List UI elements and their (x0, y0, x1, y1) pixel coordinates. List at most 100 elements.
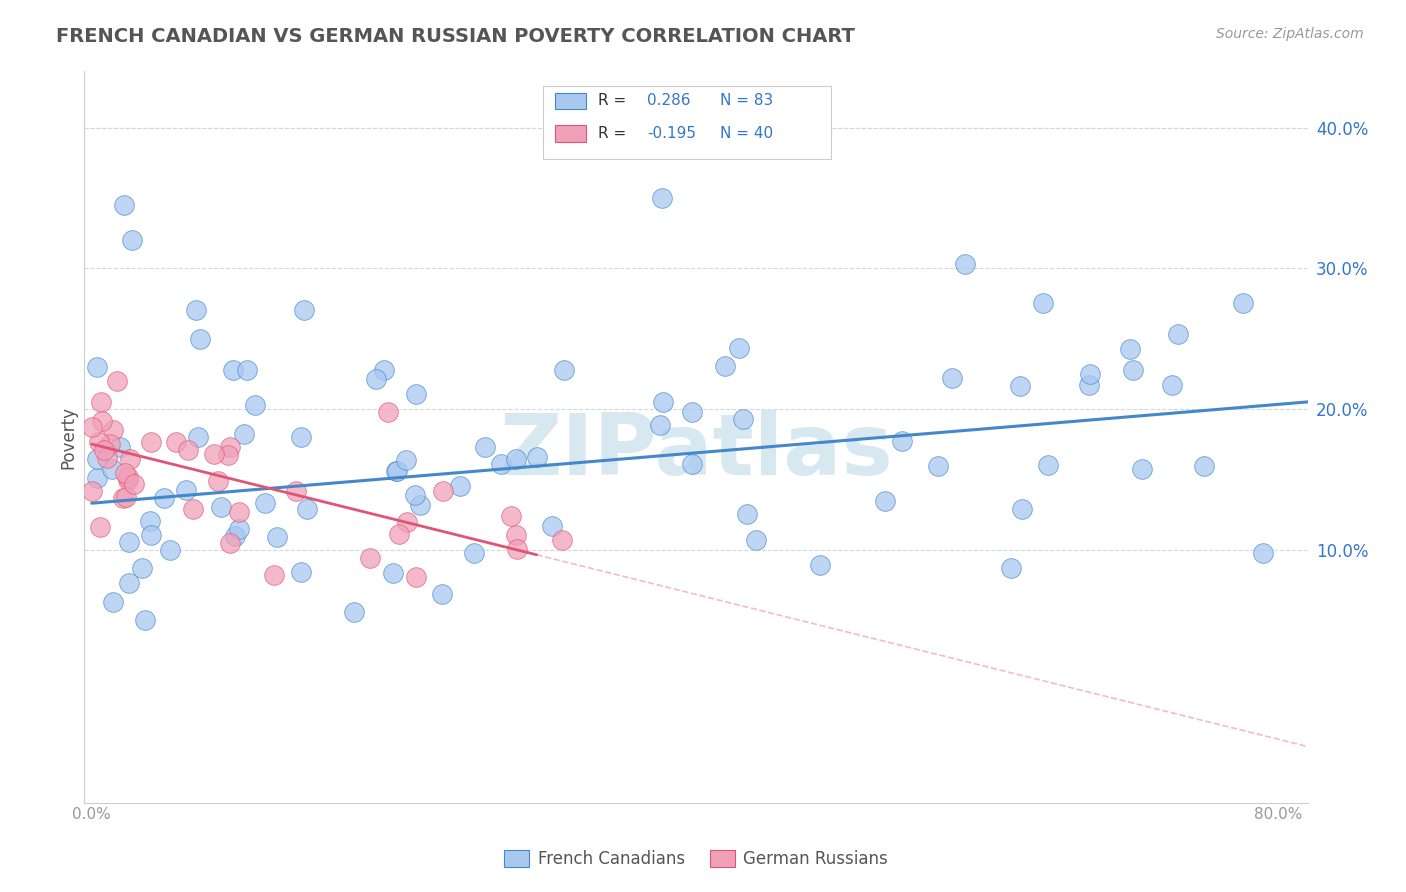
Point (381, 566, 404, 581)
Point (1192, 458, 1215, 473)
Point (254, 495, 277, 509)
Point (134, 613, 156, 627)
Point (526, 450, 548, 464)
Point (90, 414, 112, 428)
Point (384, 464, 406, 478)
Point (1010, 379, 1032, 393)
Point (93, 443, 115, 458)
Point (103, 423, 125, 437)
Text: Source: ZipAtlas.com: Source: ZipAtlas.com (1216, 27, 1364, 41)
Point (86, 360, 108, 375)
Point (295, 502, 318, 516)
Point (1167, 327, 1189, 342)
Point (432, 484, 454, 499)
Point (138, 514, 160, 528)
Point (232, 426, 254, 441)
Point (385, 464, 408, 478)
Legend: French Canadians, German Russians: French Canadians, German Russians (498, 844, 894, 875)
Point (388, 527, 411, 541)
Point (501, 509, 523, 524)
Point (1130, 461, 1153, 475)
Point (118, 452, 141, 467)
Point (1032, 296, 1054, 310)
Point (228, 505, 250, 519)
Text: N = 83: N = 83 (720, 93, 773, 108)
Point (373, 363, 395, 377)
Point (652, 394, 675, 409)
Point (159, 542, 181, 557)
Point (181, 502, 204, 516)
Point (735, 507, 758, 521)
Text: -0.195: -0.195 (647, 126, 696, 141)
Point (118, 534, 141, 549)
Y-axis label: Poverty: Poverty (59, 406, 77, 468)
Point (890, 434, 912, 449)
Point (117, 473, 139, 487)
Point (927, 459, 949, 474)
Point (202, 447, 225, 461)
Point (86, 452, 108, 467)
Point (1000, 560, 1022, 574)
Point (90, 395, 112, 409)
Text: FRENCH CANADIAN VS GERMAN RUSSIAN POVERTY CORRELATION CHART: FRENCH CANADIAN VS GERMAN RUSSIAN POVERT… (56, 27, 855, 45)
Point (174, 483, 197, 497)
Point (808, 558, 831, 572)
Point (553, 363, 575, 377)
Point (118, 575, 141, 590)
Point (153, 491, 176, 505)
Point (505, 527, 527, 541)
Point (209, 500, 232, 514)
Point (141, 434, 163, 449)
Point (681, 457, 703, 471)
Point (80, 420, 103, 434)
Text: 0.0%: 0.0% (72, 807, 111, 822)
Point (1161, 377, 1184, 392)
Point (82, 483, 104, 498)
Point (1077, 378, 1099, 392)
Point (219, 536, 242, 550)
Point (124, 477, 146, 491)
Text: ZIPatlas: ZIPatlas (499, 410, 893, 493)
Point (651, 191, 673, 205)
Point (101, 595, 124, 609)
Point (941, 371, 963, 385)
Text: R =: R = (598, 126, 631, 141)
Point (430, 587, 453, 601)
Bar (555, 126, 586, 142)
Text: R =: R = (598, 93, 631, 108)
Point (114, 466, 136, 480)
Point (217, 448, 239, 462)
Point (474, 441, 496, 455)
Point (648, 418, 671, 433)
Point (96, 451, 118, 466)
Point (263, 568, 285, 582)
Point (243, 398, 266, 412)
Point (1122, 363, 1144, 377)
Point (405, 386, 427, 401)
Point (188, 332, 211, 346)
Point (449, 479, 471, 493)
Point (290, 430, 312, 444)
Point (550, 533, 572, 548)
Point (131, 560, 153, 574)
Point (875, 494, 897, 508)
Text: N = 40: N = 40 (720, 126, 773, 141)
Point (1078, 367, 1101, 381)
Point (187, 430, 209, 444)
Point (177, 442, 200, 457)
Point (359, 550, 381, 565)
Point (100, 462, 122, 476)
Point (86, 471, 108, 485)
Point (395, 515, 418, 529)
Bar (543, 86, 831, 159)
Point (121, 233, 143, 247)
Point (1251, 546, 1274, 560)
Point (681, 405, 703, 419)
Point (115, 490, 138, 504)
Point (404, 488, 426, 502)
Point (108, 441, 131, 455)
Point (285, 483, 308, 498)
Point (100, 437, 122, 451)
Point (377, 404, 399, 418)
Point (105, 374, 128, 388)
